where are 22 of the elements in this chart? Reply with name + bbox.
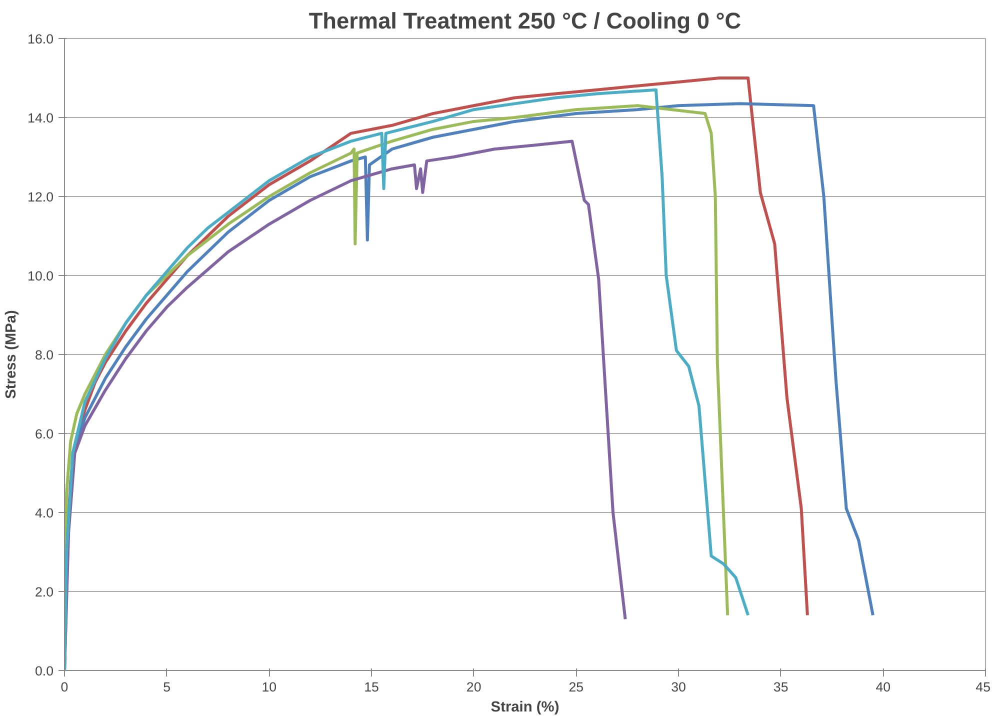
y-tick-label: 4.0	[34, 506, 54, 520]
x-tick-label: 45	[976, 680, 991, 694]
y-tick-label: 0.0	[34, 664, 54, 678]
x-tick-label: 15	[364, 680, 379, 694]
x-tick-label: 20	[466, 680, 482, 694]
x-tick-label: 0	[60, 680, 68, 694]
x-tick-label: 35	[773, 680, 788, 694]
x-tick-label: 25	[568, 680, 584, 694]
y-tick-label: 16.0	[28, 32, 54, 46]
y-tick-label: 14.0	[28, 110, 54, 126]
chart-title: Thermal Treatment 250 °C / Cooling 0 °C	[308, 8, 742, 34]
y-tick-label: 8.0	[34, 348, 54, 362]
y-axis-title: Stress (MPa)	[4, 310, 20, 399]
x-axis-title: Strain (%)	[490, 700, 560, 716]
y-tick-label: 2.0	[34, 584, 54, 600]
x-tick-label: 30	[671, 680, 686, 694]
x-tick-label: 40	[876, 680, 891, 694]
y-tick-label: 6.0	[34, 426, 54, 442]
x-tick-label: 5	[163, 680, 171, 694]
x-tick-label: 10	[262, 680, 277, 694]
y-tick-label: 10.0	[28, 268, 54, 284]
y-tick-label: 12.0	[28, 190, 54, 204]
